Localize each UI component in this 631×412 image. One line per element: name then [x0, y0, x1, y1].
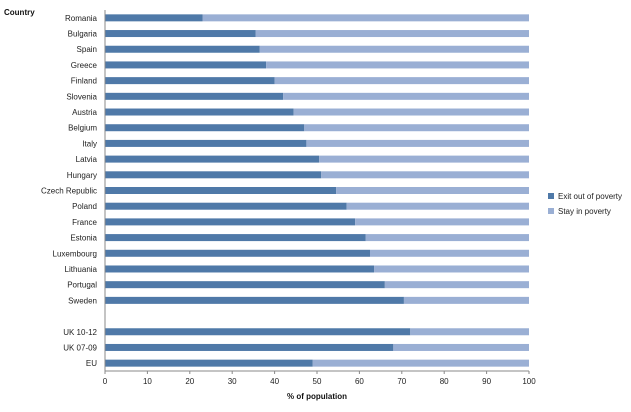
legend-label: Stay in poverty [558, 207, 611, 216]
category-label: Italy [82, 139, 97, 148]
bar-stay-10 [321, 171, 529, 179]
x-tick-label: 100 [522, 377, 536, 386]
x-axis: 0 10 20 30 40 50 60 70 80 90 100 [103, 10, 536, 386]
bar-exit-20 [105, 328, 411, 336]
bar-exit-4 [105, 77, 275, 85]
category-label: UK 10-12 [63, 328, 97, 337]
bar-stay-16 [374, 265, 529, 273]
bar-exit-9 [105, 155, 320, 163]
bar-stay-0 [202, 14, 529, 22]
x-tick-label: 30 [228, 377, 237, 386]
legend-label: Exit out of poverty [558, 192, 622, 201]
category-label: Slovenia [66, 92, 97, 101]
x-tick-label: 50 [313, 377, 322, 386]
x-tick-label: 40 [270, 377, 279, 386]
category-label: Romania [65, 14, 98, 23]
category-label: Sweden [68, 296, 97, 305]
legend: Exit out of poverty Stay in poverty [548, 192, 622, 216]
bar-stay-8 [306, 139, 529, 147]
category-label: Portugal [67, 281, 97, 290]
bar-exit-17 [105, 281, 385, 289]
x-tick-label: 10 [143, 377, 152, 386]
bar-stay-15 [370, 249, 529, 257]
bar-stay-6 [293, 108, 529, 116]
bar-stay-1 [255, 30, 529, 38]
bar-stay-2 [259, 45, 529, 53]
category-label: Spain [77, 45, 97, 54]
bar-stay-11 [336, 187, 529, 194]
bar-stay-17 [384, 281, 529, 289]
legend-swatch [548, 208, 554, 214]
category-label: UK 07-09 [63, 343, 97, 352]
bar-exit-22 [105, 359, 313, 367]
x-tick-label: 70 [397, 377, 406, 386]
bar-exit-5 [105, 92, 284, 100]
bar-stay-12 [346, 202, 529, 210]
bar-exit-13 [105, 218, 356, 226]
x-tick-label: 60 [355, 377, 364, 386]
bar-stay-13 [355, 218, 529, 226]
category-label: Poland [72, 202, 97, 211]
y-axis-title: Country [4, 8, 35, 17]
bar-stay-3 [266, 61, 529, 69]
bar-exit-10 [105, 171, 322, 179]
bar-exit-11 [105, 187, 337, 194]
category-label: Austria [72, 108, 97, 117]
bar-exit-18 [105, 296, 404, 304]
bar-exit-0 [105, 14, 203, 22]
bar-stay-5 [283, 92, 529, 100]
bar-stay-22 [312, 359, 529, 367]
bar-exit-21 [105, 343, 394, 351]
bar-stay-4 [274, 77, 529, 85]
bar-exit-7 [105, 124, 305, 132]
x-tick-label: 90 [482, 377, 491, 386]
bar-stay-21 [393, 343, 529, 351]
x-tick-label: 20 [185, 377, 194, 386]
bar-exit-16 [105, 265, 375, 273]
category-label: Latvia [76, 155, 98, 164]
category-label: Bulgaria [68, 30, 98, 39]
category-label: Lithuania [65, 265, 98, 274]
category-label: France [72, 218, 97, 227]
x-axis-title: % of population [287, 392, 347, 401]
x-tick-label: 80 [440, 377, 449, 386]
category-label: EU [86, 359, 97, 368]
bar-exit-6 [105, 108, 294, 116]
bar-exit-1 [105, 30, 256, 38]
category-label: Hungary [67, 171, 97, 180]
bar-stay-14 [365, 234, 529, 242]
bar-exit-2 [105, 45, 260, 53]
bar-stay-9 [319, 155, 529, 163]
bar-exit-3 [105, 61, 267, 69]
x-tick-label: 0 [103, 377, 108, 386]
category-labels: Romania Bulgaria Spain Greece Finland Sloveni… [41, 14, 98, 368]
bars-group [105, 14, 529, 367]
bar-exit-12 [105, 202, 347, 210]
legend-swatch [548, 193, 554, 199]
category-label: Greece [71, 61, 98, 70]
category-label: Belgium [68, 124, 97, 133]
category-label: Czech Republic [41, 187, 97, 196]
category-label: Luxembourg [53, 249, 97, 258]
bar-stay-20 [410, 328, 529, 336]
category-label: Finland [71, 77, 97, 86]
bar-exit-15 [105, 249, 370, 257]
bar-exit-8 [105, 139, 307, 147]
category-label: Estonia [70, 234, 97, 243]
bar-stay-18 [403, 296, 529, 304]
bar-exit-14 [105, 234, 366, 242]
bar-stay-7 [304, 124, 529, 132]
